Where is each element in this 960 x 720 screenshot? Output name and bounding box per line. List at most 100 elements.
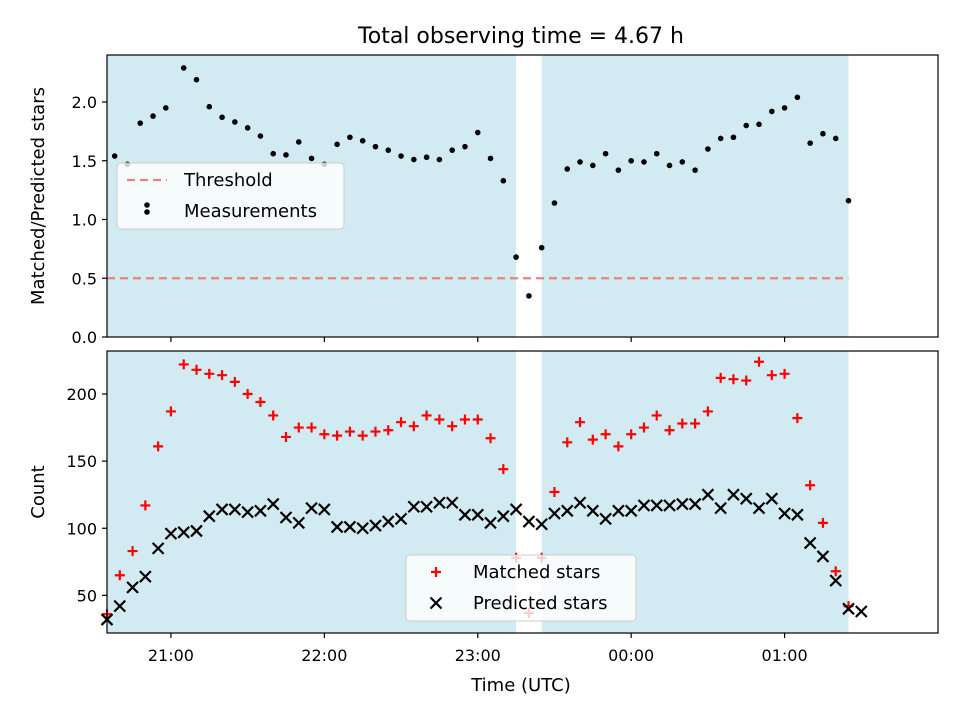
predicted-stars-point [458, 508, 472, 522]
measurement-point [526, 293, 532, 299]
matched-stars-point [728, 374, 739, 385]
bottom-panel: 50 100 150 200 21:00 22:00 23:00 00:00 01:00 Coun… [28, 350, 939, 665]
x-tick-label: 01:00 [762, 646, 808, 665]
predicted-stars-point [739, 492, 753, 505]
measurement-point [334, 141, 340, 148]
legend-matched-swatch [431, 567, 441, 577]
matched-stars-point [204, 368, 215, 379]
predicted-stars-point [535, 517, 548, 531]
measurement-point [385, 147, 392, 153]
predicted-stars-point [714, 501, 727, 515]
measurement-point [244, 125, 251, 131]
matched-stars-point [178, 359, 189, 370]
axes-frame [106, 54, 939, 338]
y-tick-label: 1.0 [72, 211, 97, 230]
predicted-stars-point [663, 499, 676, 512]
matched-stars-point [702, 406, 713, 417]
matched-stars-point [268, 410, 279, 421]
matched-stars-point [562, 437, 573, 448]
measurement-point [602, 150, 609, 157]
predicted-stars-point [407, 500, 421, 514]
measurement-point [590, 162, 596, 169]
measurement-point [551, 200, 558, 206]
predicted-stars-point [190, 524, 203, 538]
matched-stars-point [127, 546, 138, 557]
matched-stars-point [715, 372, 726, 383]
y-tick-label: 100 [66, 519, 97, 538]
matched-stars-point [255, 397, 266, 408]
measurement-point [180, 65, 187, 71]
measurement-point [807, 140, 813, 146]
predicted-stars-point [305, 501, 318, 515]
predicted-stars-point [612, 504, 625, 518]
measurement-point [781, 105, 788, 111]
predicted-stars-point [599, 512, 612, 526]
predicted-stars-point [471, 508, 485, 522]
predicted-stars-point [497, 509, 510, 523]
matched-stars-point [690, 418, 701, 429]
x-tick-label: 22:00 [301, 646, 347, 665]
measurement-point [769, 108, 775, 115]
predicted-stars-point [484, 516, 497, 530]
predicted-stars-point [791, 508, 804, 522]
predicted-stars-point [228, 503, 242, 516]
predicted-stars-point [829, 574, 843, 587]
legend: Threshold Measurements [116, 162, 345, 230]
matched-stars-point [396, 417, 407, 428]
x-tick-label: 21:00 [148, 646, 194, 665]
matched-stars-point [664, 425, 675, 436]
y-tick-label: 0.5 [72, 269, 97, 288]
measurement-point [423, 154, 430, 161]
measurement-point [794, 94, 801, 101]
predicted-stars-point [394, 512, 408, 526]
matched-stars-point [459, 414, 470, 425]
measurement-point [679, 159, 686, 165]
legend-box [405, 554, 637, 622]
y-tick-label: 0.0 [72, 328, 97, 347]
matched-stars-point [779, 368, 790, 379]
predicted-stars-point [548, 507, 561, 520]
measurement-point [615, 167, 622, 173]
matched-stars-point [600, 429, 611, 440]
predicted-stars-point [816, 550, 830, 563]
predicted-stars-point [266, 497, 280, 511]
measurement-point [270, 150, 277, 157]
x-axis-label: Time (UTC) [470, 675, 571, 696]
predicted-stars-point [369, 519, 382, 532]
matched-stars-point [344, 426, 355, 437]
matched-stars-point [242, 388, 253, 399]
legend-label: Predicted stars [473, 593, 607, 614]
measurement-point [717, 135, 724, 142]
predicted-stars-point [356, 521, 369, 535]
predicted-stars-point [241, 505, 254, 519]
predicted-stars-point [573, 496, 587, 510]
matched-stars-point [613, 441, 624, 452]
predicted-stars-point [164, 527, 178, 540]
predicted-stars-point [752, 501, 766, 515]
predicted-stars-point [778, 507, 791, 520]
matched-stars-point [805, 480, 816, 491]
predicted-stars-point [624, 504, 638, 518]
predicted-stars-point [113, 599, 127, 613]
measurement-point [487, 155, 494, 162]
matched-stars-point [191, 364, 202, 375]
predicted-stars-point [420, 500, 433, 514]
legend-measurement-swatch [144, 209, 150, 215]
matched-stars-point [280, 431, 291, 442]
observing-window-shading [541, 55, 849, 337]
legend: Matched stars Predicted stars [405, 554, 637, 622]
predicted-stars-point [676, 497, 689, 511]
predicted-stars-point [330, 520, 344, 534]
predicted-stars-point [727, 488, 740, 501]
predicted-stars-point [177, 526, 190, 539]
measurement-point [474, 129, 481, 136]
matched-stars-point [370, 426, 381, 437]
measurement-point [372, 143, 379, 150]
y-axis-label: Count [28, 465, 49, 518]
measurement-point [308, 155, 315, 162]
predicted-stars-point [279, 511, 293, 524]
matched-stars-point [817, 517, 828, 528]
predicted-stars-point [586, 504, 600, 518]
predicted-stars-point [381, 515, 395, 528]
